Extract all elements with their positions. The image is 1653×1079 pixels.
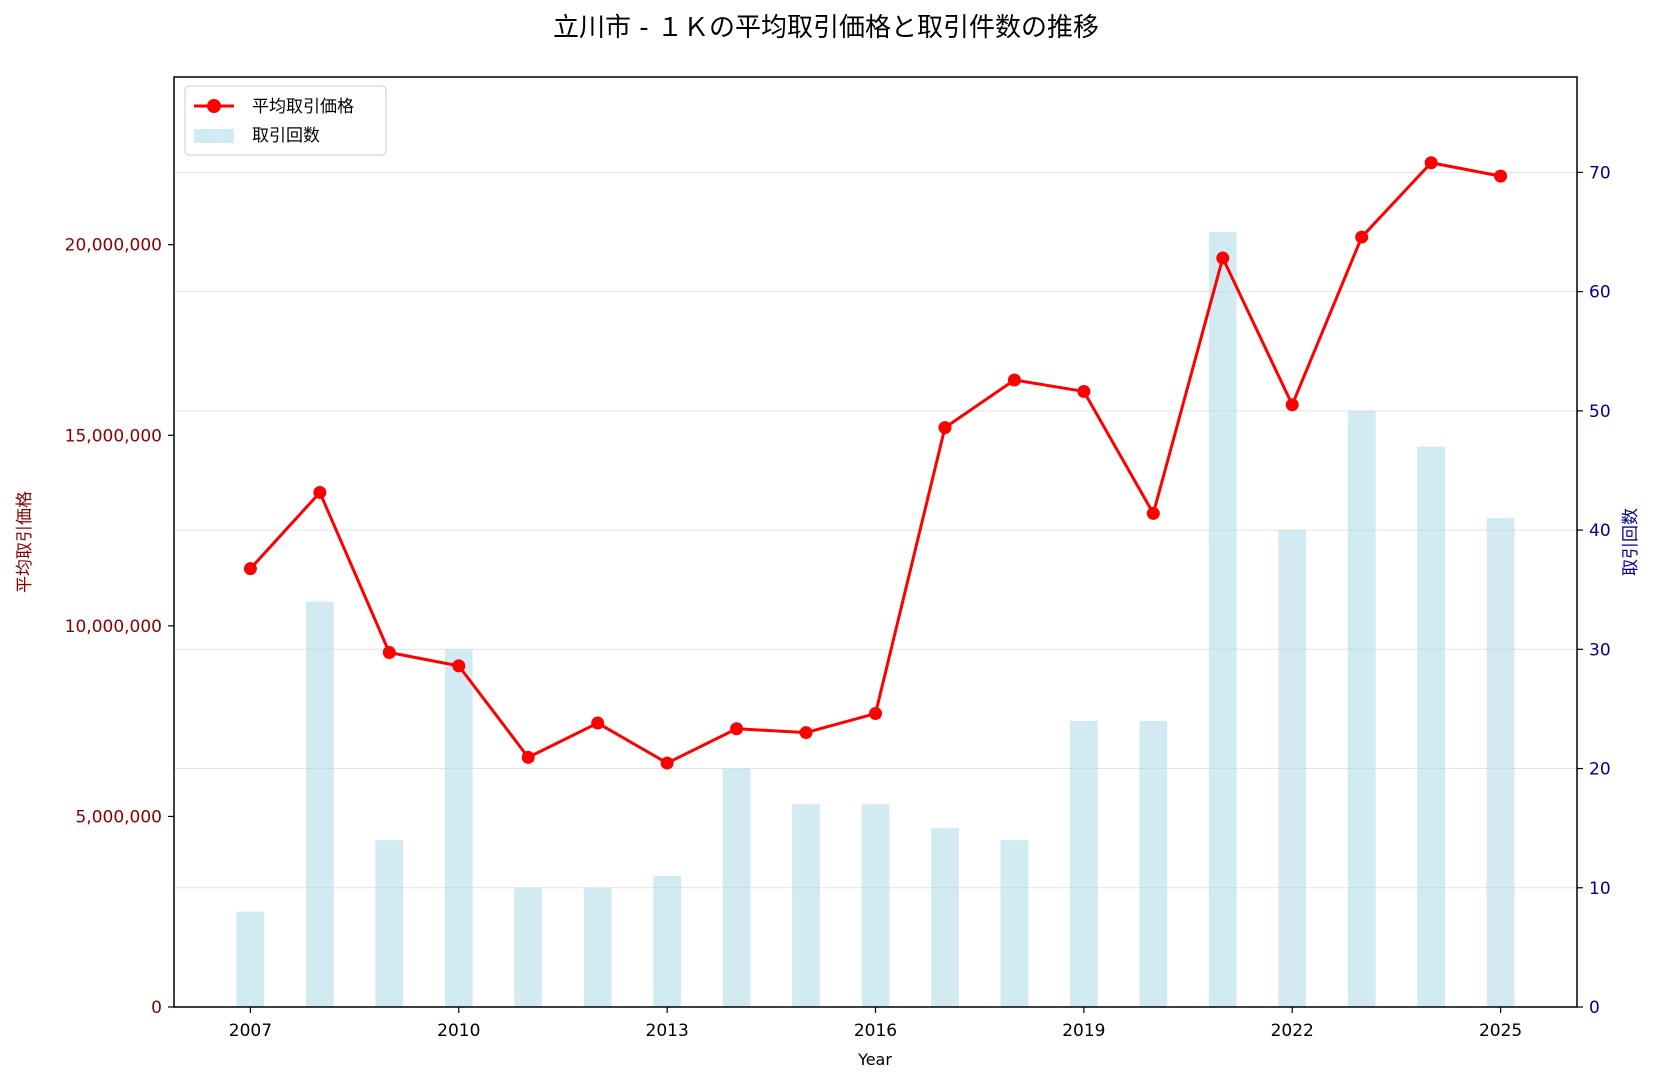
price-point-2017 — [938, 421, 952, 435]
bar-2010 — [444, 649, 473, 1007]
price-point-2025 — [1494, 169, 1508, 183]
price-point-2011 — [521, 750, 535, 764]
x-tick-label: 2016 — [854, 1021, 897, 1041]
bar-2020 — [1139, 720, 1168, 1007]
grid-lines — [174, 171, 1577, 1008]
right-tick-label: 40 — [1589, 521, 1611, 541]
legend-label-count: 取引回数 — [252, 126, 320, 146]
price-point-2018 — [1007, 373, 1021, 387]
bar-2013 — [653, 875, 682, 1007]
bar-2016 — [861, 804, 890, 1007]
y-axis-right-ticks: 0 10 20 30 40 50 60 70 — [1577, 163, 1611, 1018]
bar-series-count — [236, 232, 1515, 1008]
price-point-2012 — [591, 716, 605, 730]
price-point-2010 — [452, 659, 466, 673]
left-tick-label: 20,000,000 — [65, 236, 162, 256]
legend: 平均取引価格 取引回数 — [184, 85, 387, 156]
bar-2015 — [792, 804, 820, 1007]
price-line — [249, 161, 1501, 765]
price-point-2019 — [1077, 384, 1091, 398]
right-tick-label: 0 — [1589, 998, 1600, 1018]
left-tick-label: 10,000,000 — [65, 617, 162, 637]
line-series-price — [243, 156, 1508, 770]
right-tick-label: 10 — [1589, 879, 1611, 899]
price-point-2023 — [1355, 230, 1369, 244]
price-point-2020 — [1146, 506, 1160, 520]
legend-marker-swatch — [207, 99, 221, 113]
bar-2017 — [931, 828, 959, 1007]
x-tick-label: 2007 — [229, 1021, 272, 1041]
bar-2011 — [514, 887, 543, 1007]
x-tick-label: 2025 — [1479, 1021, 1522, 1041]
x-axis-label: Year — [857, 1050, 892, 1069]
legend-box — [184, 85, 387, 156]
bar-2018 — [1000, 840, 1029, 1007]
right-tick-label: 30 — [1589, 640, 1611, 660]
bar-2021 — [1208, 232, 1237, 1007]
price-point-2014 — [730, 722, 744, 736]
bar-2024 — [1417, 446, 1446, 1008]
chart-title: 立川市 - １Ｋの平均取引価格と取引件数の推移 — [553, 13, 1099, 43]
bar-2009 — [375, 840, 404, 1007]
x-tick-label: 2013 — [646, 1021, 689, 1041]
x-tick-label: 2019 — [1062, 1021, 1105, 1041]
bar-2012 — [583, 887, 612, 1007]
x-axis-ticks: 2007 2010 2013 2016 2019 2022 2025 — [229, 1007, 1522, 1041]
price-point-2022 — [1285, 398, 1299, 412]
price-point-2007 — [243, 562, 257, 576]
left-tick-label: 5,000,000 — [75, 807, 162, 827]
price-point-2016 — [869, 707, 882, 721]
bar-2019 — [1069, 720, 1098, 1007]
right-tick-label: 60 — [1589, 283, 1611, 303]
legend-bar-swatch — [194, 129, 234, 143]
left-tick-label: 15,000,000 — [65, 426, 162, 446]
price-point-2008 — [313, 485, 327, 499]
price-point-2024 — [1424, 156, 1438, 170]
legend-label-price: 平均取引価格 — [252, 97, 354, 117]
y-axis-left-ticks: 0 5,000,000 10,000,000 15,000,000 20,000,000 — [65, 236, 174, 1018]
bar-2023 — [1347, 410, 1376, 1007]
right-tick-label: 70 — [1589, 163, 1611, 183]
y-axis-right-label: 取引回数 — [1621, 508, 1641, 576]
price-point-2021 — [1216, 251, 1230, 265]
bar-2022 — [1278, 530, 1307, 1007]
bar-2008 — [305, 601, 334, 1007]
price-point-2015 — [799, 726, 813, 740]
left-tick-label: 0 — [151, 998, 162, 1018]
right-tick-label: 20 — [1589, 760, 1611, 780]
y-axis-left-label: 平均取引価格 — [15, 491, 35, 593]
bar-2014 — [722, 768, 751, 1007]
price-point-2009 — [382, 646, 396, 660]
bar-2007 — [236, 911, 265, 1007]
x-tick-label: 2010 — [437, 1021, 480, 1041]
right-tick-label: 50 — [1589, 402, 1611, 422]
price-point-2013 — [660, 756, 674, 770]
x-tick-label: 2022 — [1271, 1021, 1314, 1041]
bar-2025 — [1486, 518, 1515, 1007]
